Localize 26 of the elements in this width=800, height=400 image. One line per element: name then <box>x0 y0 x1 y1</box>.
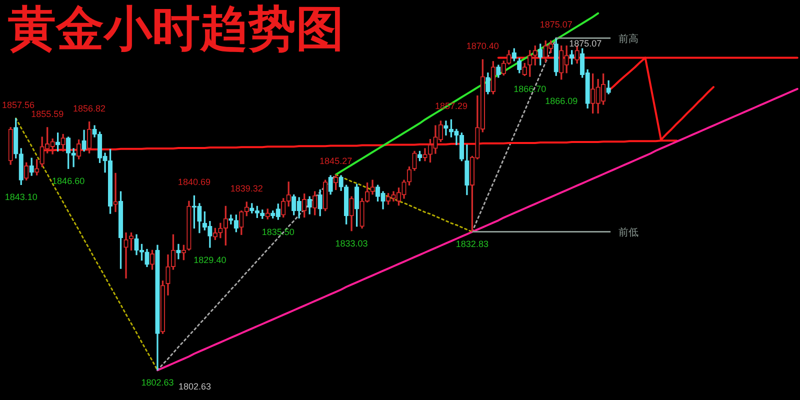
annotation: 1846.60 <box>52 176 85 186</box>
annotation: 1875.07 <box>540 20 572 30</box>
annotation: 1835.50 <box>262 226 294 237</box>
candlestick <box>124 232 128 278</box>
text: 1802.63 <box>178 382 212 392</box>
annotation: 1870.40 <box>466 41 499 52</box>
candlestick <box>444 120 448 136</box>
annotation: 1857.56 <box>2 100 35 110</box>
annotation: 1829.40 <box>194 254 226 265</box>
annotation: 1855.59 <box>31 108 64 119</box>
ref-line-label: 前高 <box>618 32 639 45</box>
annotation: 1839.32 <box>230 183 263 194</box>
ref-line-label: 前低 <box>618 226 639 238</box>
chart-title: 黄金小时趋势图 <box>8 3 344 56</box>
candlestick <box>71 148 76 168</box>
annotation: 1856.82 <box>73 103 106 114</box>
annotation: 1845.27 <box>320 156 352 166</box>
annotation: 1840.69 <box>178 177 210 188</box>
annotation: 1843.10 <box>4 192 38 202</box>
annotation: 1866.09 <box>545 96 578 106</box>
annotation: 1875.07 <box>569 38 602 49</box>
annotation: 1802.63 <box>141 378 174 388</box>
annotation: 1866.70 <box>514 84 546 94</box>
annotation: 1833.03 <box>335 238 368 248</box>
candlestick <box>176 244 181 260</box>
annotation: 1832.83 <box>456 239 488 250</box>
